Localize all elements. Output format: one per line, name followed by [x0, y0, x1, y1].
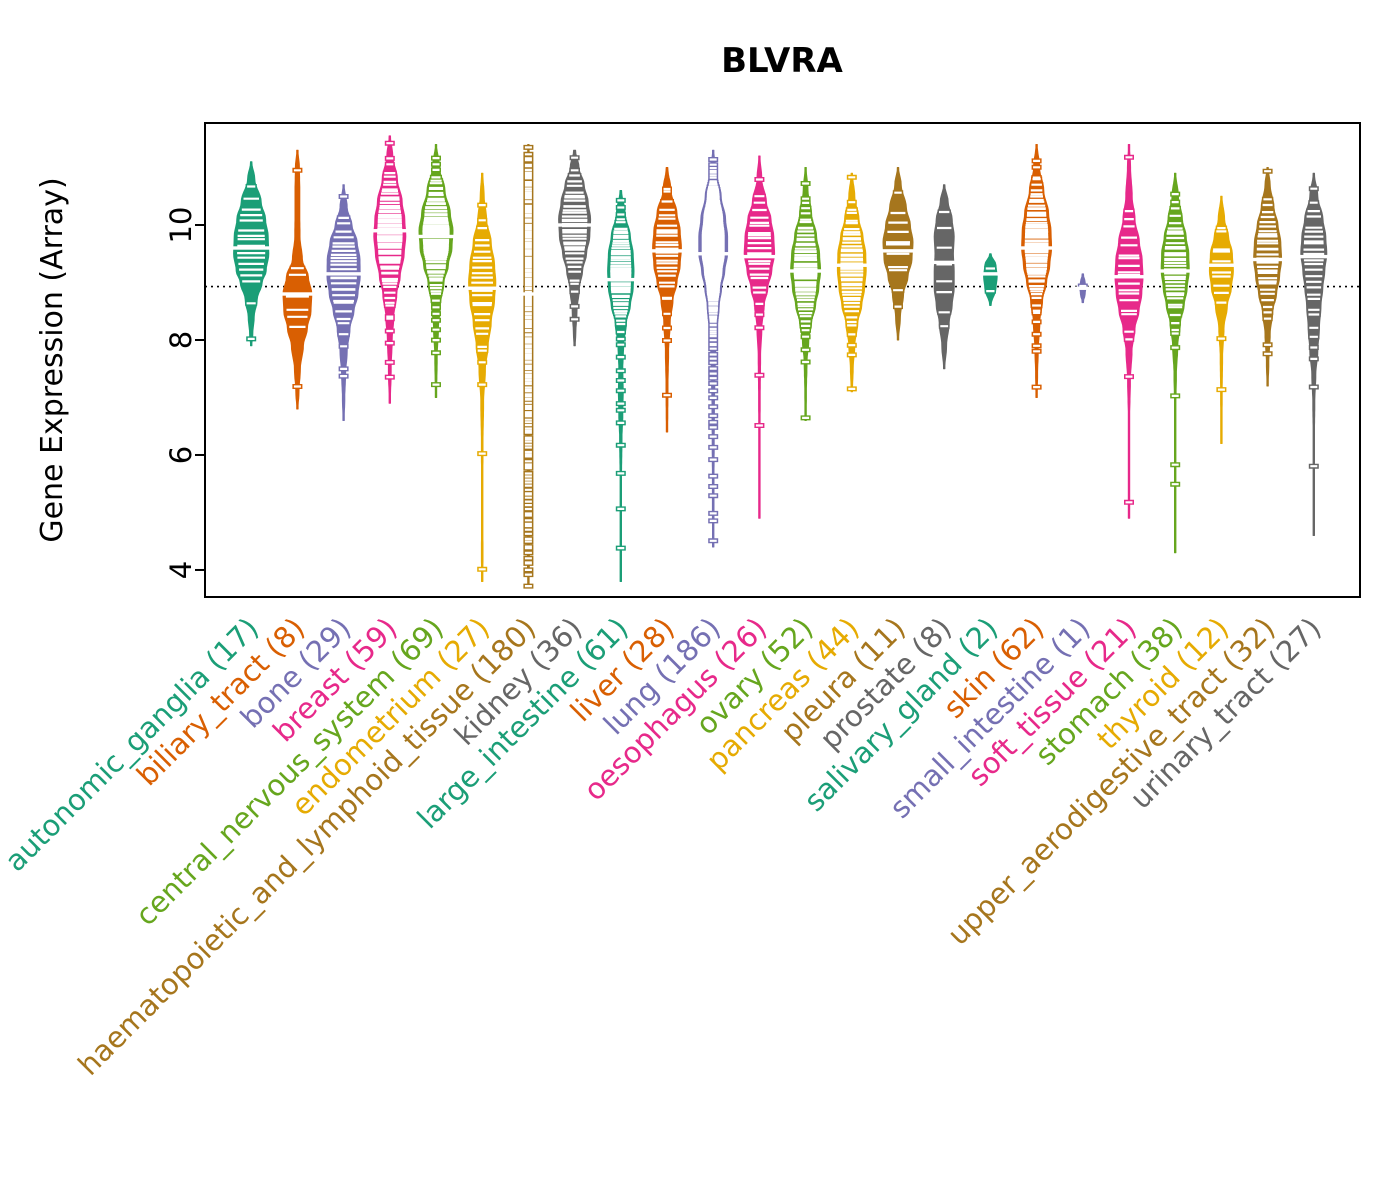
violin-group-endometrium [464, 172, 501, 582]
violin-group-biliary-tract [278, 149, 317, 410]
violin-group-upper-aerodigestive-tract [1248, 167, 1287, 387]
median-bar-soft-tissue [1110, 275, 1148, 279]
observation-dash-halos-large-intestine [608, 197, 633, 551]
median-bar-stomach [1156, 269, 1194, 273]
violin-group-thyroid [1205, 195, 1238, 444]
observation-dashes-kidney [561, 156, 588, 321]
median-bar-breast [368, 229, 411, 233]
y-tick-label-6: 6 [164, 446, 198, 464]
violin-body-prostate [933, 184, 955, 370]
y-tick-label-8: 8 [164, 331, 198, 349]
observation-dashes-stomach [1164, 193, 1187, 486]
violin-group-large-intestine [603, 190, 639, 582]
violin-group-kidney [553, 149, 596, 347]
median-bar-autonomic-ganglia [228, 246, 275, 250]
observation-dashes-soft-tissue [1117, 156, 1141, 504]
median-bar-haematopoietic-and-lymphoid-tissue [520, 292, 537, 296]
observation-dash-halos-soft-tissue [1116, 154, 1142, 505]
median-bar-endometrium [464, 286, 501, 290]
violin-group-central-nervous-system [413, 144, 459, 398]
median-bar-central-nervous-system [413, 234, 459, 239]
violin-group-skin [1016, 144, 1057, 398]
observation-dashes-endometrium [471, 204, 493, 571]
violin-group-stomach [1156, 172, 1194, 554]
violin-group-prostate [930, 184, 958, 370]
median-bar-kidney [553, 223, 596, 227]
median-bar-lung [693, 252, 733, 256]
median-bar-urinary-tract [1296, 254, 1332, 259]
median-bar-skin [1016, 246, 1057, 250]
violin-group-liver [647, 167, 687, 433]
violins-layer [228, 135, 1332, 589]
y-tick-label-4: 4 [164, 561, 198, 579]
median-bar-upper-aerodigestive-tract [1248, 257, 1287, 262]
median-bar-pleura [878, 249, 918, 253]
x-axis-labels: autonomic_ganglia (17)biliary_tract (8)b… [0, 611, 1328, 1082]
violin-body-endometrium [468, 172, 497, 582]
observation-dash-halos-salivary-gland [984, 266, 997, 294]
observation-dashes-ovary [793, 182, 818, 419]
median-bar-small-intestine [1074, 286, 1091, 290]
median-bar-large-intestine [603, 277, 639, 282]
violin-group-bone [321, 184, 366, 421]
violin-body-salivary-gland [983, 253, 998, 306]
violin-group-oesophagus [739, 155, 780, 519]
violin-group-lung [693, 149, 733, 548]
y-axis-title: Gene Expression (Array) [35, 177, 70, 542]
median-bar-ovary [785, 269, 826, 273]
observation-dashes-large-intestine [610, 199, 632, 550]
median-bar-salivary-gland [980, 272, 1001, 276]
median-bar-bone [321, 272, 366, 276]
violin-group-haematopoietic-and-lymphoid-tissue [520, 144, 537, 589]
observation-dash-halos-liver [654, 186, 680, 398]
observation-dashes-central-nervous-system [422, 157, 450, 386]
violin-body-biliary-tract [282, 149, 313, 410]
violin-body-thyroid [1208, 195, 1234, 444]
median-bar-oesophagus [739, 254, 780, 259]
median-bar-thyroid [1205, 263, 1238, 267]
y-axis: 4 6 8 10 [164, 207, 205, 579]
median-bar-biliary-tract [278, 292, 317, 296]
violin-group-salivary-gland [980, 253, 1001, 306]
observation-dashes-upper-aerodigestive-tract [1256, 170, 1279, 355]
observation-dashes-pancreas [840, 176, 864, 390]
plot-title: BLVRA [721, 41, 843, 81]
violin-group-pleura [878, 167, 918, 341]
observation-dashes-breast [377, 142, 403, 379]
median-bar-liver [647, 249, 687, 253]
y-tick-label-10: 10 [164, 207, 198, 244]
observation-dash-halos-oesophagus [745, 177, 773, 428]
violin-group-pancreas [832, 172, 871, 393]
violin-group-ovary [785, 167, 826, 421]
observation-dash-halos-autonomic-ganglia [235, 184, 267, 342]
violin-group-autonomic-ganglia [228, 161, 275, 347]
violin-group-urinary-tract [1296, 172, 1332, 536]
median-bar-pancreas [832, 263, 871, 267]
plot-box [204, 122, 1361, 598]
violin-group-small-intestine [1074, 273, 1091, 304]
observation-dash-halos-thyroid [1210, 225, 1233, 393]
observation-dashes-urinary-tract [1303, 187, 1325, 468]
observation-dashes-bone [330, 195, 357, 378]
observation-dashes-skin [1024, 159, 1049, 389]
violin-group-breast [368, 135, 411, 404]
observation-dashes-haematopoietic-and-lymphoid-tissue [524, 146, 532, 588]
observation-dashes-liver [655, 187, 679, 397]
median-bar-prostate [930, 260, 958, 265]
violin-group-soft-tissue [1110, 144, 1148, 519]
